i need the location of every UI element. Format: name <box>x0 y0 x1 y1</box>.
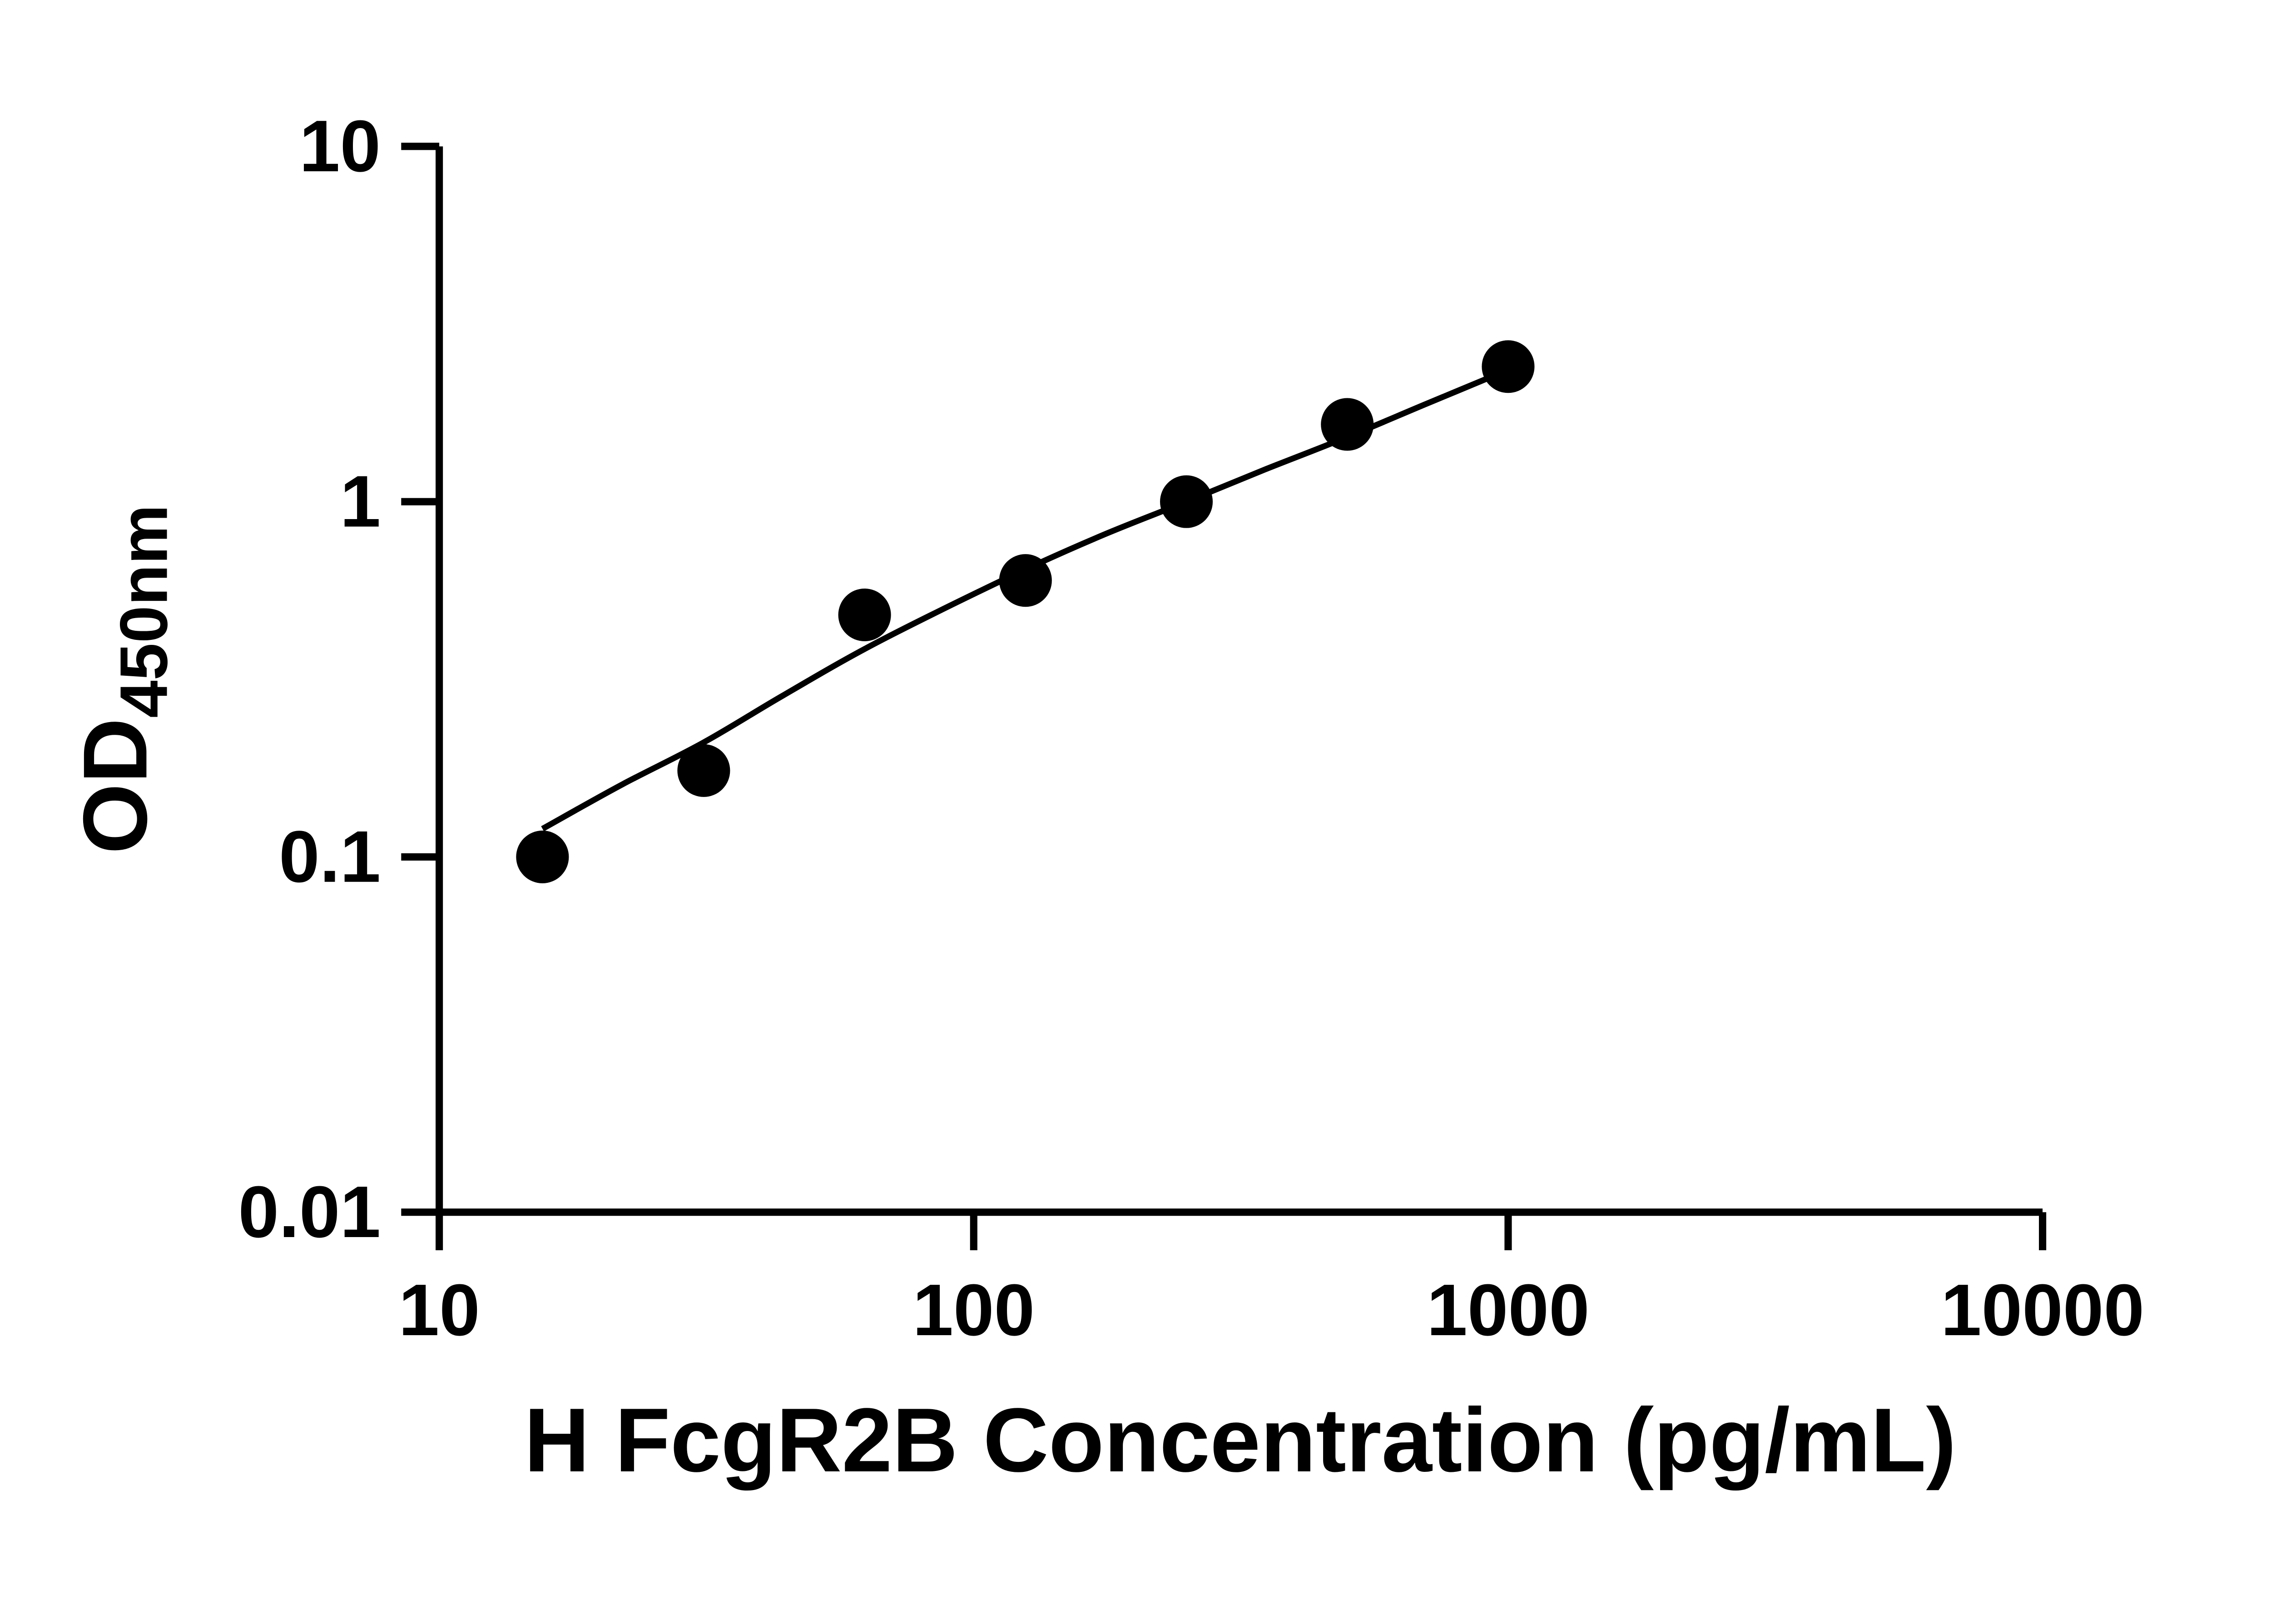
y-axis-title: OD450nm <box>64 505 181 854</box>
x-axis-title: H FcgR2B Concentration (pg/mL) <box>524 1390 1956 1491</box>
data-point <box>1321 398 1374 451</box>
x-tick-label: 100 <box>912 1269 1035 1351</box>
y-axis-title-sub: 450nm <box>107 505 182 718</box>
y-tick-label: 0.01 <box>238 1171 381 1253</box>
x-tick-label: 10000 <box>1941 1269 2144 1351</box>
x-tick-label: 10 <box>398 1269 480 1351</box>
elisa-standard-curve-figure: 10 100 1000 10000 0.01 0.1 1 10 H FcgR2B Concen… <box>64 105 2145 1491</box>
data-point <box>838 588 891 642</box>
axes: 10 100 1000 10000 0.01 0.1 1 10 <box>238 105 2144 1351</box>
y-axis-title-main: OD <box>64 718 166 854</box>
data-point <box>1160 475 1213 528</box>
data-point <box>516 830 569 883</box>
data-points <box>516 340 1535 883</box>
y-tick-label: 0.1 <box>279 816 381 898</box>
data-point <box>999 554 1052 607</box>
chart-canvas: 10 100 1000 10000 0.01 0.1 1 10 H FcgR2B Concen… <box>64 105 2145 1491</box>
data-point <box>1482 340 1535 393</box>
y-tick-label: 10 <box>299 105 381 187</box>
y-tick-label: 1 <box>340 460 381 542</box>
data-point <box>677 744 730 797</box>
x-tick-label: 1000 <box>1427 1269 1590 1351</box>
